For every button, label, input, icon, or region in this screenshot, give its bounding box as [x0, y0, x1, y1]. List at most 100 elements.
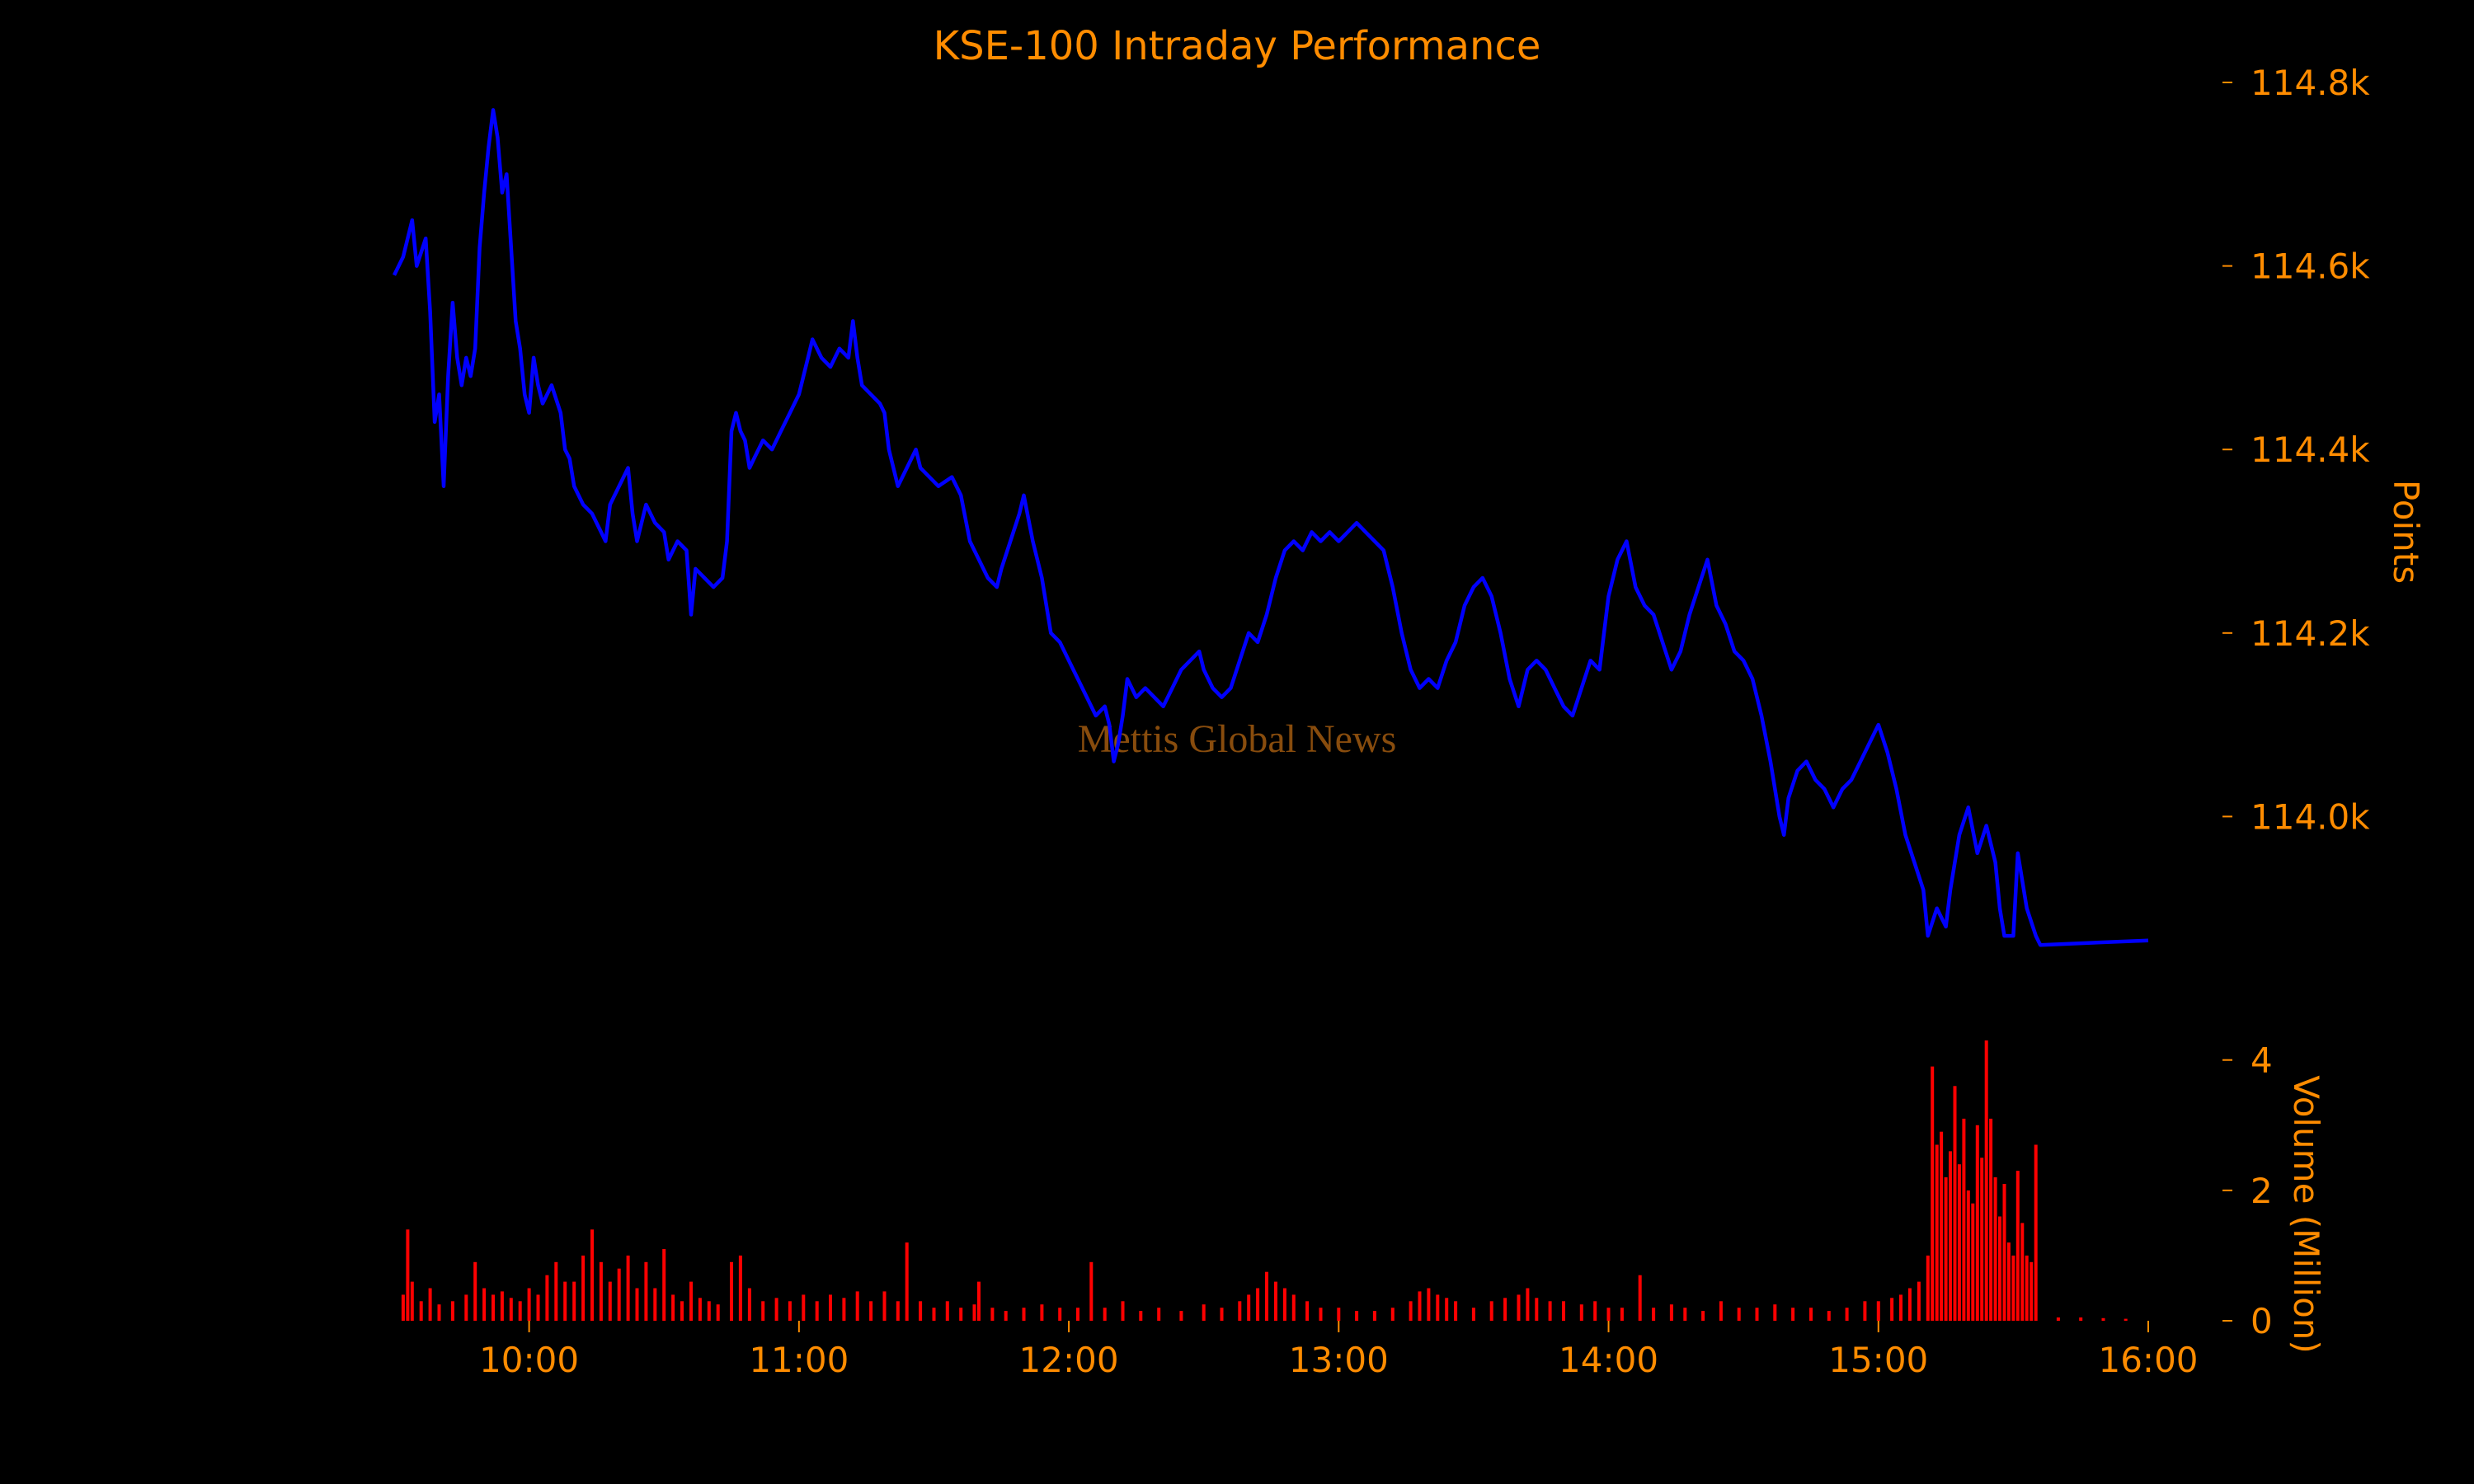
volume-bar: [1372, 1311, 1376, 1321]
volume-bar: [599, 1261, 603, 1321]
volume-bar: [842, 1298, 846, 1321]
volume-bar: [1827, 1311, 1831, 1321]
volume-bar: [945, 1301, 949, 1321]
volume-bar: [2101, 1317, 2105, 1321]
x-tick-label: 16:00: [2098, 1340, 2198, 1380]
volume-bar: [716, 1304, 720, 1321]
volume-bar: [1418, 1291, 1422, 1321]
volume-bar: [1638, 1275, 1642, 1321]
volume-bar: [1683, 1308, 1687, 1321]
volume-bar: [1809, 1308, 1813, 1321]
x-tick-label: 15:00: [1828, 1340, 1928, 1380]
volume-bar: [617, 1268, 621, 1321]
volume-bar: [2025, 1255, 2029, 1321]
x-tick-label: 11:00: [749, 1340, 849, 1380]
volume-bar: [1773, 1304, 1777, 1321]
volume-bar: [1319, 1308, 1323, 1321]
volume-bar: [1998, 1216, 2001, 1321]
volume-bar: [1291, 1294, 1296, 1321]
volume-bar: [2006, 1242, 2011, 1321]
volume-bar: [1917, 1281, 1921, 1321]
volume-bar: [1040, 1304, 1044, 1321]
volume-bar: [2034, 1144, 2038, 1321]
volume-bar: [1427, 1288, 1431, 1321]
volume-bar: [1890, 1298, 1894, 1321]
volume-bar: [1993, 1177, 1997, 1321]
volume-bar: [509, 1298, 513, 1321]
volume-bar: [581, 1255, 586, 1321]
volume-bar: [1337, 1308, 1341, 1321]
volume-bar: [545, 1275, 549, 1321]
volume-bar: [1526, 1288, 1530, 1321]
volume-bar: [1282, 1288, 1286, 1321]
volume-bar: [869, 1301, 873, 1321]
volume-bar: [671, 1294, 675, 1321]
volume-bar: [1907, 1288, 1912, 1321]
volume-bar: [680, 1301, 684, 1321]
volume-bar: [1355, 1311, 1359, 1321]
x-tick-label: 14:00: [1559, 1340, 1658, 1380]
volume-bar: [1179, 1311, 1183, 1321]
volume-bar: [1899, 1294, 1903, 1321]
volume-bar: [1535, 1298, 1539, 1321]
volume-bar: [2124, 1318, 2128, 1321]
volume-bar: [1606, 1308, 1611, 1321]
volume-bar: [635, 1288, 639, 1321]
watermark: Mettis Global News: [1078, 717, 1397, 761]
volume-bar: [932, 1308, 936, 1321]
volume-bar: [747, 1288, 751, 1321]
volume-bar: [450, 1301, 454, 1321]
volume-bar: [644, 1261, 648, 1321]
volume-bar: [1445, 1298, 1449, 1321]
volume-bar: [482, 1288, 487, 1321]
volume-bar: [1103, 1308, 1107, 1321]
volume-bar: [1669, 1304, 1673, 1321]
volume-bar: [1719, 1301, 1723, 1321]
volume-panel: 0 2 4: [401, 1040, 2273, 1341]
volume-bar: [1305, 1301, 1310, 1321]
volume-bar: [527, 1288, 531, 1321]
x-tick-label: 10:00: [479, 1340, 579, 1380]
volume-bar: [492, 1294, 495, 1321]
volume-bar: [473, 1261, 477, 1321]
volume-bar: [1845, 1308, 1849, 1321]
index-series-line: [392, 108, 2149, 947]
x-tick-label: 13:00: [1289, 1340, 1389, 1380]
volume-bar: [774, 1298, 778, 1321]
volume-bar: [1409, 1301, 1413, 1321]
volume-bar: [1949, 1151, 1952, 1321]
volume-bar: [464, 1294, 468, 1321]
volume-bar: [1454, 1301, 1458, 1321]
volume-bar: [1489, 1301, 1493, 1321]
volume-bar: [1944, 1177, 1948, 1321]
volume-bar: [977, 1281, 981, 1321]
volume-bar: [1579, 1304, 1583, 1321]
index-y-tick-label: 114.6k: [2251, 247, 2370, 287]
volume-bar: [802, 1294, 806, 1321]
volume-bar: [536, 1294, 540, 1321]
volume-bar: [1755, 1308, 1759, 1321]
volume-bar: [882, 1291, 887, 1321]
volume-bar: [1471, 1308, 1475, 1321]
volume-bar: [959, 1308, 963, 1321]
volume-bar: [829, 1294, 832, 1321]
volume-bar: [1089, 1261, 1094, 1321]
volume-bar: [419, 1301, 423, 1321]
volume-bar: [1390, 1308, 1395, 1321]
index-panel: 114.0k 114.2k 114.4k 114.6k 114.8k: [392, 63, 2370, 947]
volume-bar: [662, 1249, 666, 1321]
volume-y-tick-label: 2: [2251, 1171, 2273, 1211]
volume-bar: [1989, 1118, 1993, 1321]
volume-bar: [1737, 1308, 1741, 1321]
index-y-tick-label: 114.2k: [2251, 613, 2370, 654]
volume-bar: [608, 1281, 612, 1321]
volume-bar: [1652, 1308, 1656, 1321]
volume-bar: [1931, 1066, 1935, 1321]
volume-bar: [1238, 1301, 1242, 1321]
volume-bar: [1274, 1281, 1277, 1321]
volume-bar: [1953, 1086, 1957, 1321]
volume-y-tick-label: 0: [2251, 1301, 2273, 1341]
volume-bar: [1076, 1308, 1079, 1321]
